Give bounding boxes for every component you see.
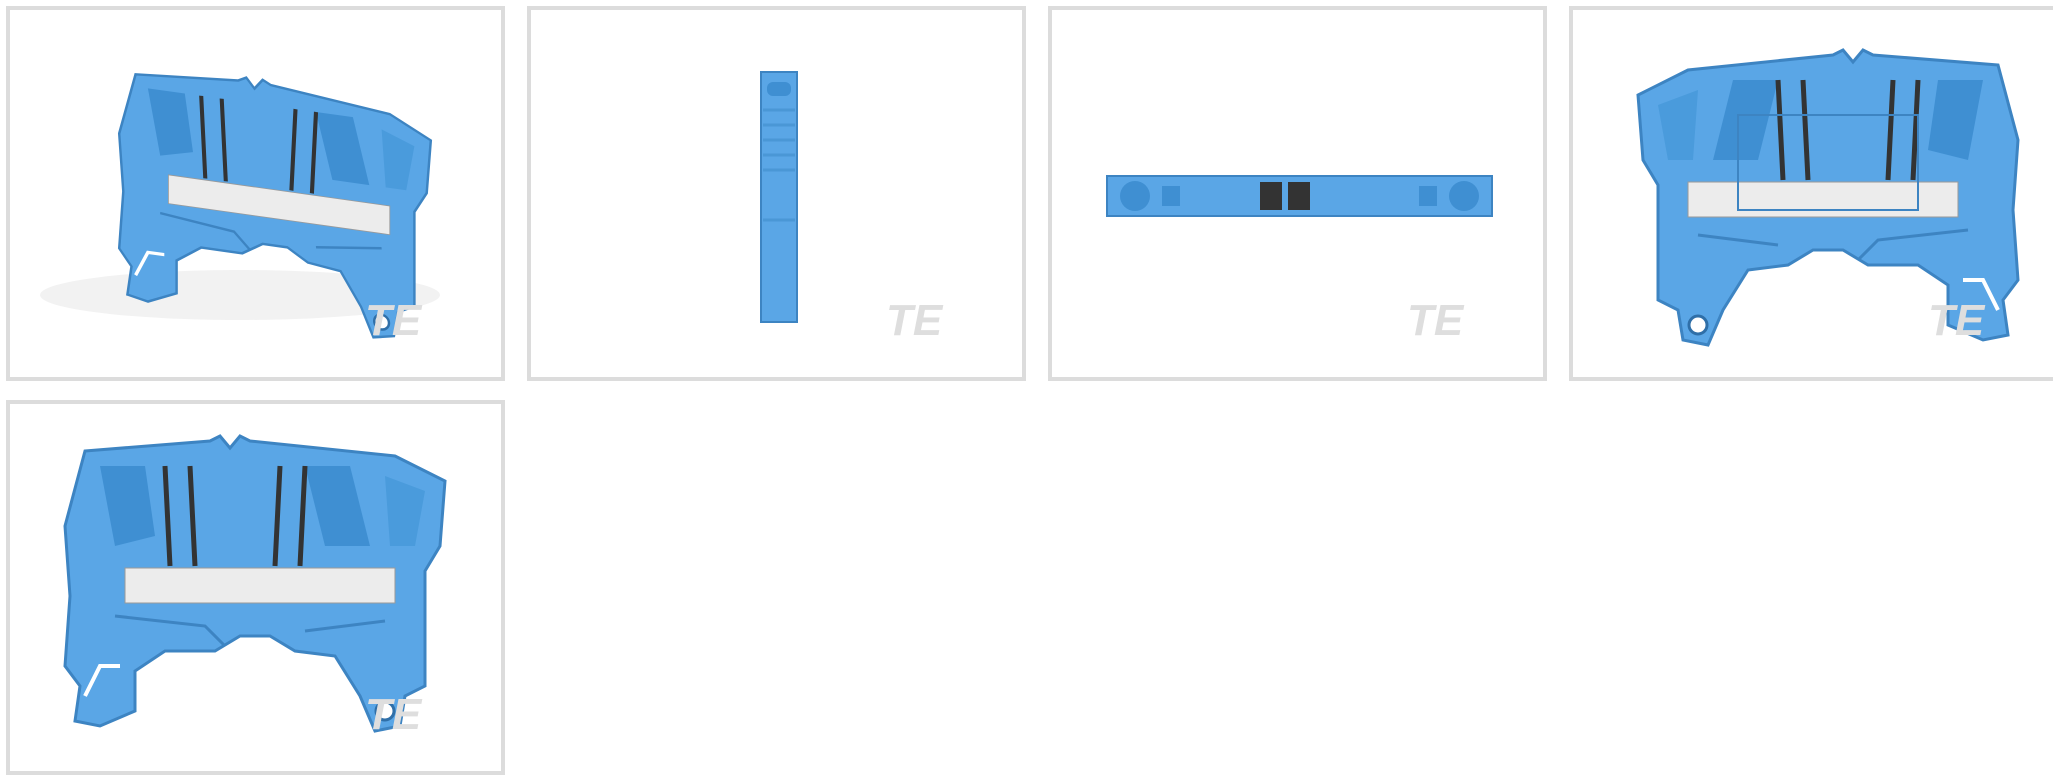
image-tile[interactable]: TE bbox=[1569, 6, 2053, 381]
product-image: TE bbox=[760, 71, 944, 345]
watermark: TE bbox=[1407, 296, 1465, 345]
watermark: TE bbox=[365, 690, 423, 739]
image-tile[interactable]: TE bbox=[527, 6, 1026, 381]
watermark: TE bbox=[365, 296, 423, 345]
watermark: TE bbox=[1928, 296, 1986, 345]
product-image: TE bbox=[1573, 10, 2053, 377]
product-image: TE bbox=[40, 10, 440, 377]
product-image: TE bbox=[10, 404, 501, 739]
image-tile[interactable]: TE bbox=[1048, 6, 1547, 381]
image-tile[interactable]: TE bbox=[6, 400, 505, 775]
watermark: TE bbox=[886, 296, 944, 345]
product-image: TE bbox=[1106, 175, 1493, 345]
image-tile[interactable]: TE bbox=[6, 6, 505, 381]
